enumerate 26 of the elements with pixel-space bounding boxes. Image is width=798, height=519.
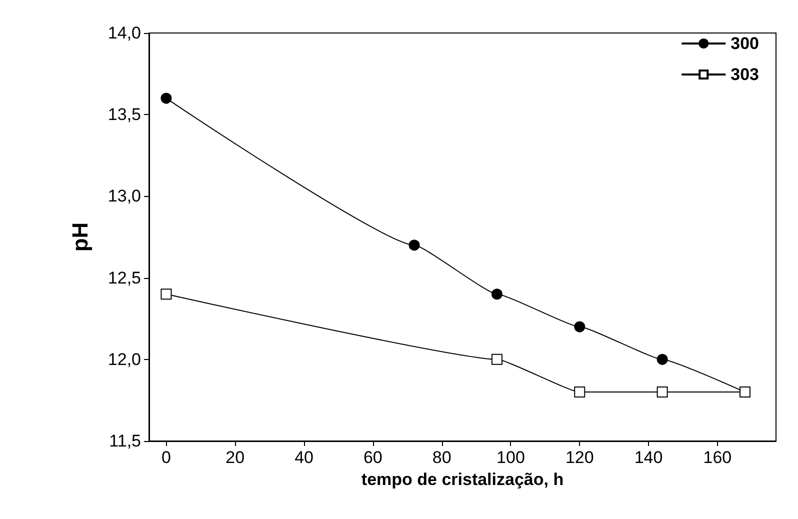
x-tick-label: 120 bbox=[565, 448, 594, 467]
point bbox=[491, 354, 502, 365]
point bbox=[408, 240, 420, 251]
point bbox=[160, 92, 172, 104]
y-tick-label: 13,0 bbox=[108, 186, 141, 206]
y-tick-label: 13,5 bbox=[108, 105, 141, 124]
point bbox=[160, 288, 172, 300]
x-tick-label: 80 bbox=[432, 448, 452, 467]
x-tick-label: 40 bbox=[294, 448, 314, 467]
y-tick-label: 14,0 bbox=[108, 24, 141, 42]
y-axis-title: pH bbox=[68, 222, 92, 252]
y-tick-label: 11,5 bbox=[109, 432, 141, 450]
x-tick-label: 20 bbox=[226, 448, 245, 467]
x-tick-label: 160 bbox=[703, 448, 732, 467]
y-tick-label: 12,5 bbox=[108, 268, 141, 288]
x-tick-label: 60 bbox=[363, 448, 382, 467]
x-tick-label: 140 bbox=[634, 448, 663, 467]
x-axis-title: tempo de cristalização, h bbox=[361, 470, 564, 489]
legend-label: 303 bbox=[730, 65, 760, 84]
y-tick-label: 12,0 bbox=[108, 350, 141, 369]
point bbox=[656, 354, 668, 365]
legend-label: 300 bbox=[730, 34, 760, 53]
point bbox=[491, 288, 502, 300]
point bbox=[574, 321, 586, 332]
x-tick-label: 0 bbox=[161, 448, 171, 467]
x-tick-label: 100 bbox=[496, 448, 525, 467]
